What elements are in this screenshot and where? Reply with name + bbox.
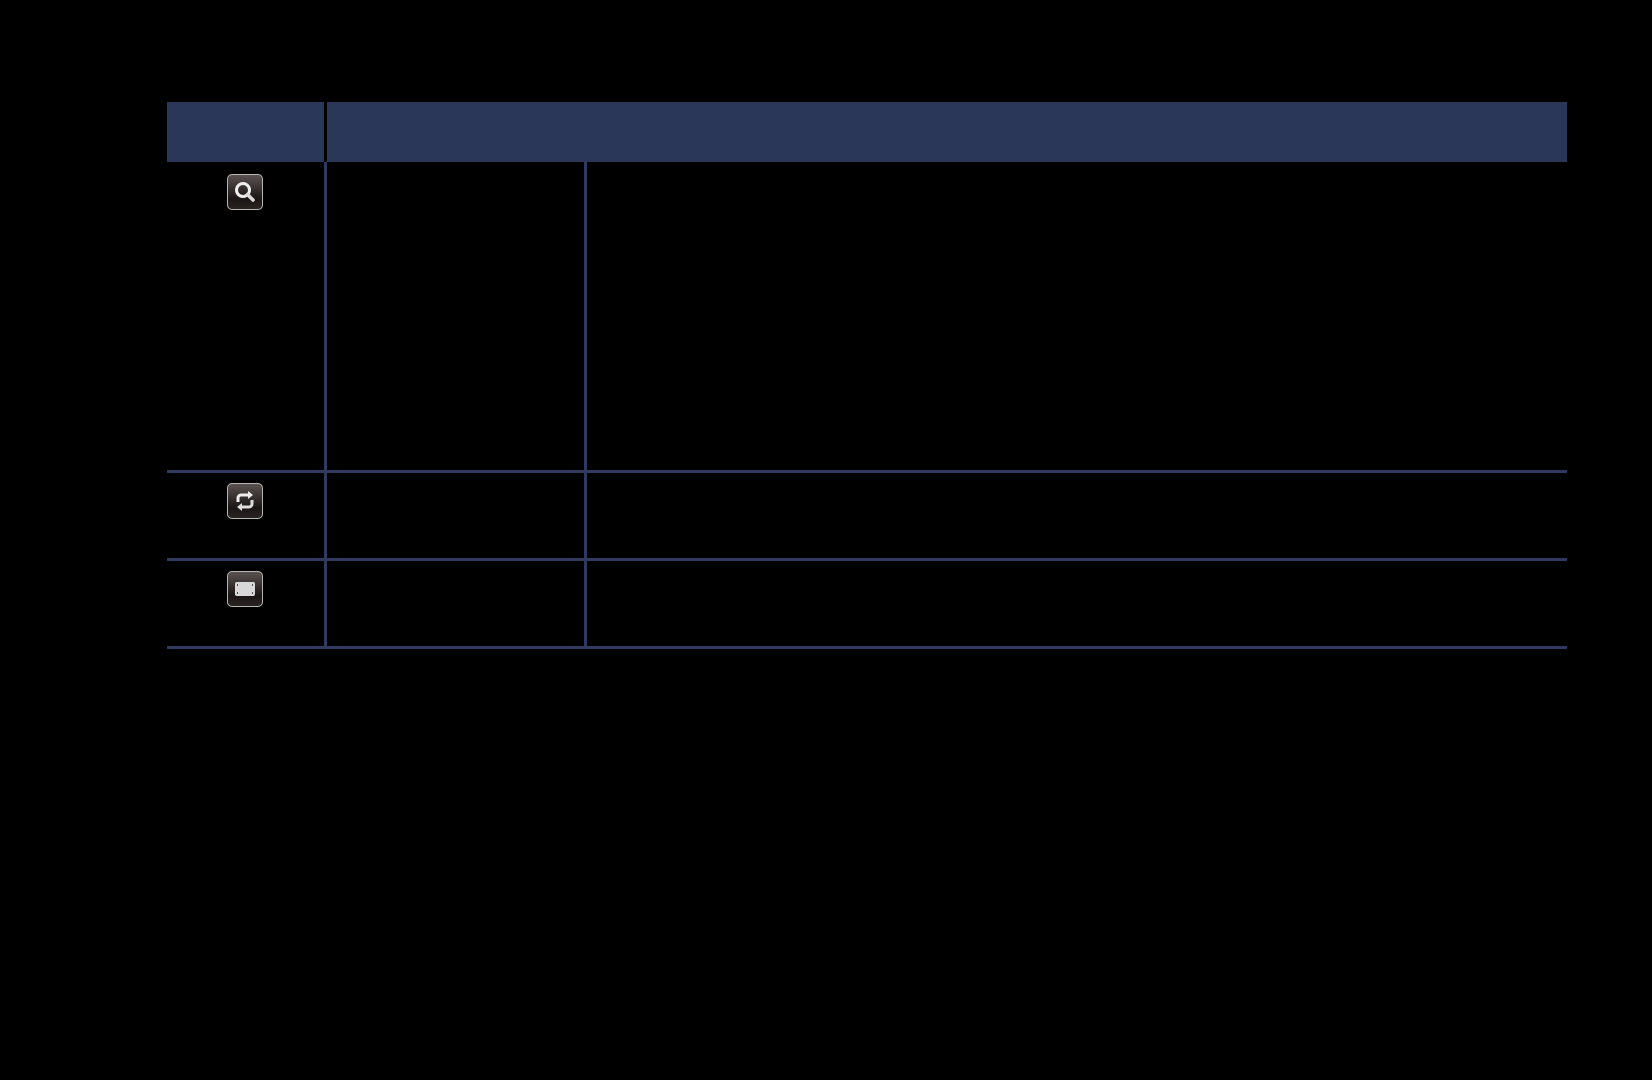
screen-size-icon [227, 571, 263, 607]
search-icon [227, 174, 263, 210]
column-divider-2 [584, 162, 587, 648]
column-divider-1 [324, 162, 327, 648]
row-divider [167, 470, 1567, 473]
table-header [167, 102, 1567, 162]
header-divider [324, 102, 327, 162]
row-divider [167, 558, 1567, 561]
table-bottom-border [167, 646, 1567, 649]
repeat-icon [227, 483, 263, 519]
